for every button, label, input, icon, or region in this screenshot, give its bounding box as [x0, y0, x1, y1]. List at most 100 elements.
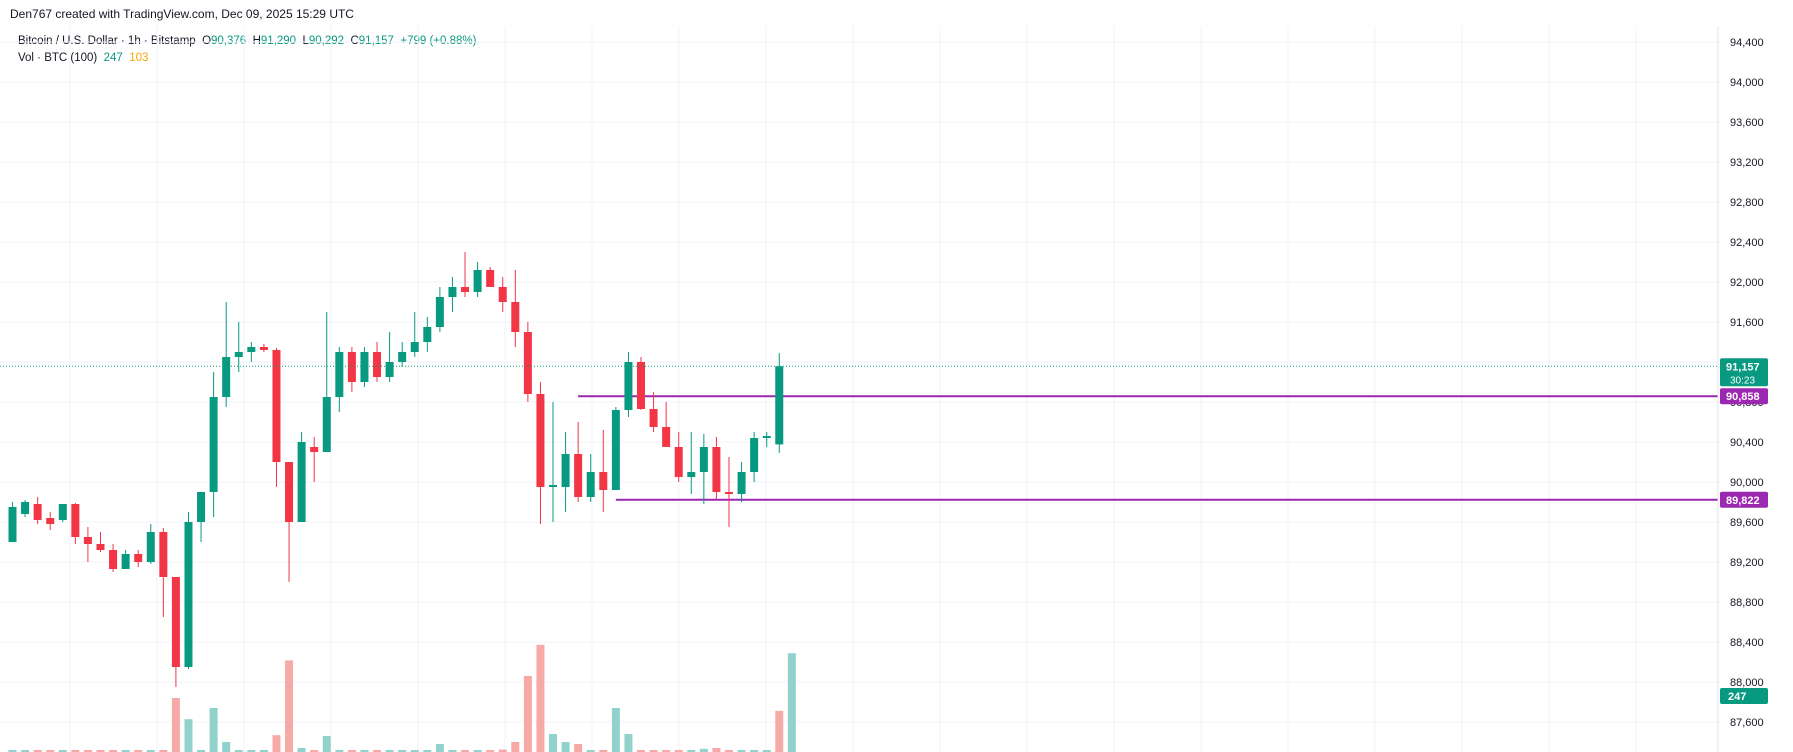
candle-body[interactable]: [511, 302, 520, 332]
candle-body[interactable]: [637, 362, 645, 409]
candle-body[interactable]: [624, 362, 633, 410]
candle-body[interactable]: [209, 397, 218, 492]
candle-body[interactable]: [398, 352, 407, 362]
support-tag-text: 89,822: [1726, 495, 1760, 507]
candle-body[interactable]: [410, 342, 419, 352]
candle-body[interactable]: [473, 270, 482, 292]
candle-body[interactable]: [310, 447, 319, 452]
chart-attribution: Den767 created with TradingView.com, Dec…: [10, 7, 354, 21]
low-label: L: [302, 35, 309, 47]
price-axis-label: 88,800: [1730, 597, 1764, 609]
price-axis-label: 87,600: [1730, 717, 1764, 729]
candle-body[interactable]: [222, 357, 231, 397]
candle-body[interactable]: [724, 492, 733, 494]
candle-body[interactable]: [71, 504, 80, 537]
candle-body[interactable]: [775, 366, 784, 445]
candle-body[interactable]: [171, 577, 180, 667]
volume-legend[interactable]: Vol · BTC (100) 247 103: [18, 52, 148, 64]
volume-bar: [71, 750, 80, 752]
candle-body[interactable]: [423, 327, 432, 342]
candle-body[interactable]: [649, 409, 658, 427]
candle-body[interactable]: [146, 532, 155, 562]
candle-body[interactable]: [272, 350, 281, 462]
candle-body[interactable]: [109, 550, 118, 569]
volume-bar: [724, 750, 733, 752]
candle-body[interactable]: [523, 332, 532, 394]
candle-body[interactable]: [737, 472, 746, 494]
candle-body[interactable]: [498, 287, 507, 302]
price-chart[interactable]: 94,400 94,000 93,600 93,200 92,800 92,400 92,0…: [0, 26, 1793, 752]
volume-bar: [561, 742, 570, 752]
volume-bar: [523, 676, 532, 752]
candle-body[interactable]: [687, 472, 696, 477]
candle-body[interactable]: [435, 297, 444, 327]
volume-bar: [599, 750, 608, 752]
symbol-legend[interactable]: Bitcoin / U.S. Dollar · 1h · Bitstamp O9…: [18, 35, 476, 47]
volume-bar: [687, 750, 696, 752]
volume-bar: [662, 750, 671, 752]
candle-body[interactable]: [611, 410, 620, 490]
volume-bar: [498, 749, 507, 752]
candle-body[interactable]: [549, 485, 558, 487]
candle-body[interactable]: [322, 397, 331, 452]
price-axis-label: 90,000: [1730, 477, 1764, 489]
candle-body[interactable]: [335, 352, 344, 397]
candle-body[interactable]: [674, 447, 683, 477]
candle-body[interactable]: [662, 427, 671, 447]
candle-body[interactable]: [574, 454, 583, 497]
candle-body[interactable]: [699, 447, 708, 472]
candle-body[interactable]: [134, 554, 143, 562]
candle-body[interactable]: [373, 352, 382, 377]
volume-bar: [486, 750, 495, 752]
volume-bar: [787, 653, 796, 752]
volume-bar: [109, 750, 118, 752]
candle-body[interactable]: [184, 522, 193, 667]
candle-body[interactable]: [536, 394, 545, 487]
candle-body[interactable]: [599, 472, 608, 490]
candle-body[interactable]: [297, 442, 306, 522]
volume-bar: [373, 750, 382, 752]
volume-label: Vol · BTC (100): [18, 52, 98, 64]
candle-body[interactable]: [712, 447, 721, 492]
candle-body[interactable]: [33, 504, 42, 520]
candle-body[interactable]: [234, 352, 243, 357]
volume-bar: [461, 750, 470, 752]
candle-body[interactable]: [750, 438, 759, 472]
candle-body[interactable]: [96, 544, 105, 550]
candle-body[interactable]: [159, 532, 168, 577]
volume-bar: [549, 734, 558, 752]
price-axis-label: 92,000: [1730, 277, 1764, 289]
candle-body[interactable]: [448, 287, 457, 297]
candle-body[interactable]: [121, 554, 130, 569]
candle-body[interactable]: [259, 347, 268, 350]
candle-body[interactable]: [58, 504, 67, 520]
candle-body[interactable]: [285, 462, 294, 522]
candle-body[interactable]: [586, 472, 595, 497]
candle-body[interactable]: [83, 537, 92, 544]
candles[interactable]: [8, 252, 784, 687]
volume-bar: [624, 734, 633, 752]
close-label: C: [350, 35, 359, 47]
candle-body[interactable]: [197, 492, 206, 522]
volume-bar: [222, 742, 231, 752]
candle-body[interactable]: [247, 347, 256, 352]
last-price-tag-text: 91,157: [1726, 361, 1760, 373]
price-axis-label: 89,200: [1730, 557, 1764, 569]
change-value: +799 (+0.88%): [400, 35, 477, 47]
candle-body[interactable]: [762, 436, 771, 438]
volume-bar: [737, 750, 746, 752]
candle-body[interactable]: [360, 352, 369, 382]
volume-bar: [184, 719, 193, 752]
candle-body[interactable]: [347, 352, 356, 382]
candle-body[interactable]: [486, 270, 495, 287]
candle-body[interactable]: [385, 362, 394, 377]
volume-bar: [322, 736, 331, 752]
candle-body[interactable]: [461, 287, 470, 292]
volume-bar: [285, 660, 294, 752]
horizontal-levels[interactable]: [578, 395, 1718, 501]
candle-body[interactable]: [46, 518, 55, 524]
candle-body[interactable]: [21, 502, 30, 514]
candle-body[interactable]: [561, 454, 570, 487]
candle-body[interactable]: [8, 507, 17, 542]
volume-bar: [511, 742, 520, 752]
